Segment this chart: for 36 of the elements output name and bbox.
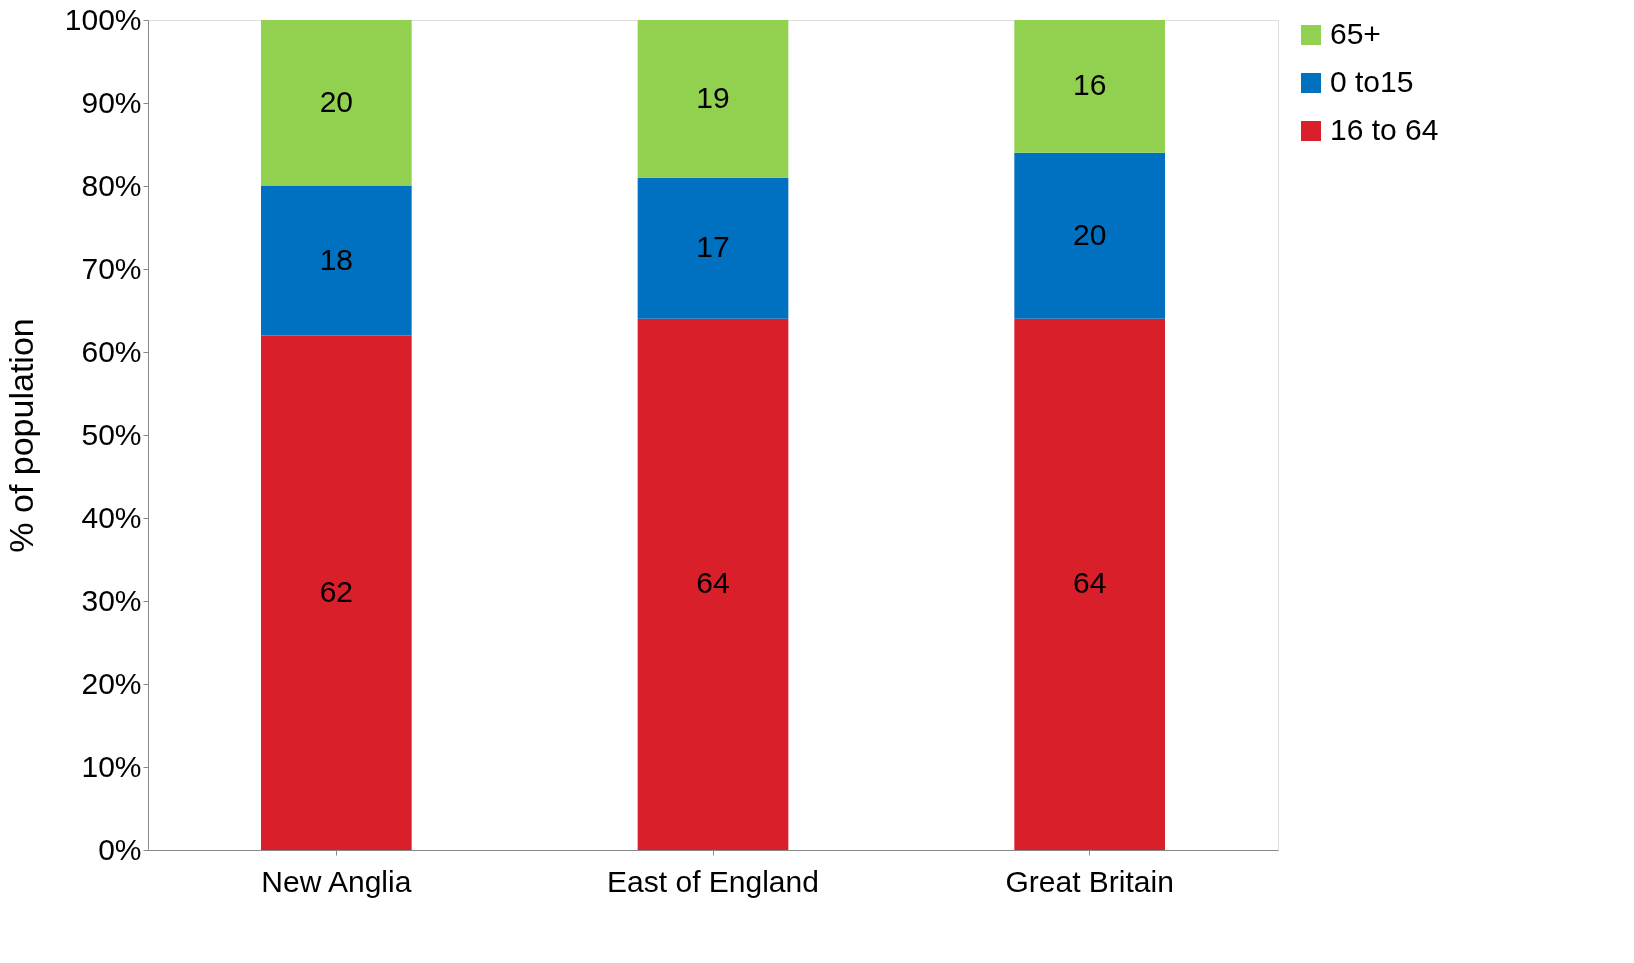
bar [261,20,412,186]
legend-label: 16 to 64 [1330,113,1439,146]
y-tick-label: 50% [81,417,142,451]
data-label: 16 [1072,68,1107,102]
y-tick-label: 80% [81,168,142,202]
y-tick-label: 60% [81,334,142,368]
data-label: 18 [319,242,354,276]
x-tick-label: New Anglia [261,864,412,898]
legend-label: 0 to15 [1330,65,1414,98]
x-tick-label: Great Britain [1005,864,1174,898]
y-tick-label: 30% [81,583,142,617]
data-label: 19 [696,80,730,114]
y-tick-label: 90% [81,85,142,119]
data-label: 20 [1072,217,1107,251]
bar [1014,20,1165,153]
y-tick-label: 40% [81,500,142,534]
y-tick-label: 100% [64,2,142,36]
bar [1014,152,1165,319]
data-label: 64 [696,566,730,600]
y-tick-label: 70% [81,251,142,285]
bar [637,318,789,850]
data-label: 20 [319,85,354,118]
data-label: 17 [696,230,730,264]
bar [637,177,789,319]
bar [637,20,789,178]
legend-label: 65+ [1330,17,1381,50]
data-label: 62 [319,574,354,608]
y-tick-label: 10% [81,749,142,783]
bar [261,335,412,850]
x-tick-label: East of England [607,864,819,898]
y-axis-title: % of population [1,318,40,553]
y-tick-label: 0% [98,832,142,866]
bar [261,186,412,336]
bar [1014,318,1165,850]
y-tick-label: 20% [81,666,142,700]
data-label: 64 [1072,566,1107,600]
